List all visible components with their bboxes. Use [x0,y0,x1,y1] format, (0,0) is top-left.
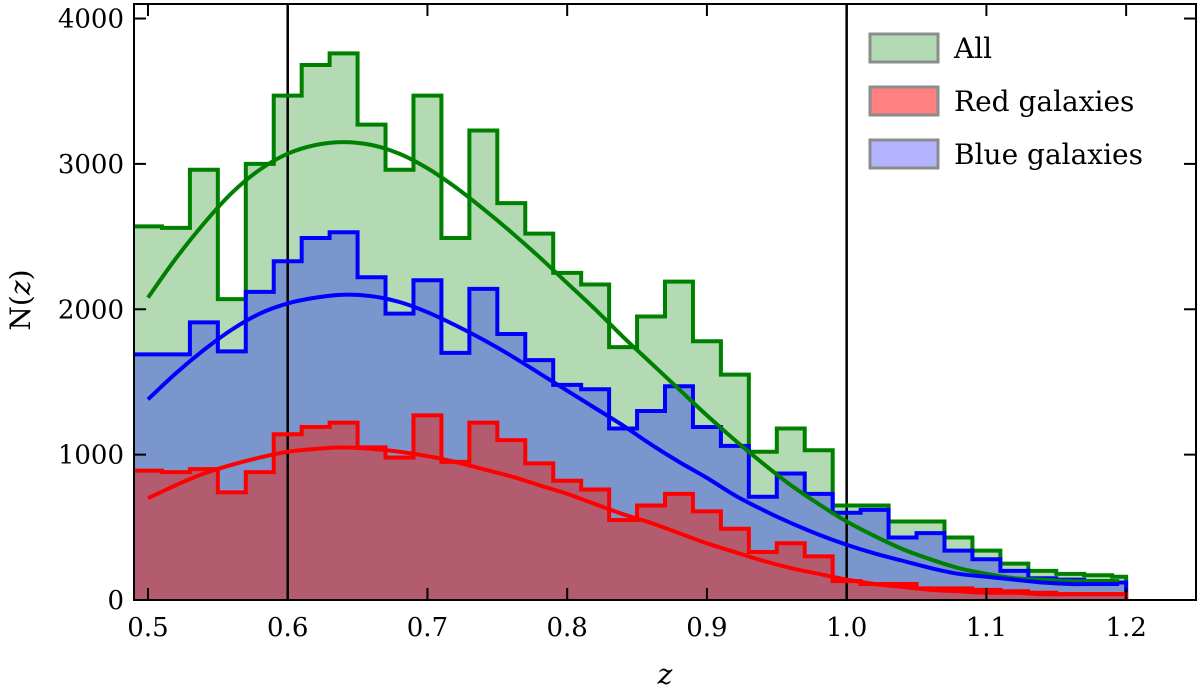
red-galaxies-legend-swatch [868,85,940,117]
x-tick-label: 1.2 [1105,613,1146,643]
y-axis-title-suffix: ) [4,269,37,280]
fit-curves [146,140,1120,597]
red-galaxies-bar [245,472,275,600]
x-tick-label: 0.9 [686,613,727,643]
histogram-steps [134,51,1129,600]
x-tick-label: 0.5 [127,613,168,643]
y-tick-label: 0 [107,586,124,616]
red-galaxies-bar [357,447,387,600]
red-galaxies-bar [1000,591,1029,600]
y-tick-label: 1000 [58,441,124,471]
y-axis-title-prefix: N( [4,295,37,330]
y-tick-label: 4000 [58,5,124,35]
blue-galaxies-fit-curve [146,292,1120,587]
y-axis-title-var: z [4,280,37,296]
axis-ticks [134,4,1196,601]
y-tick-label: 3000 [58,150,124,180]
tick-labels: 0.5 0.6 0.7 0.8 0.9 1.0 1.1 1.2 0 1000 2000 3000 400… [58,5,1147,643]
red-galaxies-bar [609,520,638,600]
red-galaxies-bar [134,470,163,600]
red-galaxies-bar [553,480,582,600]
red-galaxies-legend-label: Red galaxies [954,85,1134,118]
blue-galaxies-legend-label: Blue galaxies [954,138,1143,171]
red-galaxies-bar [860,584,890,600]
red-galaxies-bar [413,415,443,600]
all-legend-swatch [868,32,940,64]
red-galaxies-bar [1056,594,1085,600]
x-tick-label: 0.8 [547,613,588,643]
y-axis-title: N(z) [4,269,37,330]
x-tick-label: 1.0 [826,613,867,643]
red-galaxies-bar [720,528,750,600]
x-tick-label: 0.7 [407,613,448,643]
red-galaxies-bar [1084,594,1113,600]
red-galaxies-bar [692,511,722,600]
red-galaxies-fit-curve [147,445,1120,597]
red-galaxies-bar [161,472,191,600]
red-galaxies-bar [469,422,498,600]
red-galaxies-bar [665,493,694,600]
red-galaxies-bar [497,440,526,600]
x-axis-title: z [657,658,673,691]
x-tick-label: 1.1 [966,613,1007,643]
red-galaxies-bar [301,427,331,600]
all-fit-curve [146,140,1120,584]
red-galaxies-bar [944,588,974,600]
x-tick-label: 0.6 [267,613,308,643]
red-galaxies-bar [1112,594,1127,600]
blue-galaxies-histogram-outline [134,230,1129,600]
red-galaxies-bar [916,588,946,600]
red-galaxies-bar [385,457,415,600]
red-galaxies-bar [1028,592,1057,600]
red-galaxies-bar [804,556,834,600]
legend: All Red galaxies Blue galaxies [868,32,1143,171]
red-galaxies-bar [329,422,359,600]
blue-galaxies-legend-swatch [868,138,940,170]
all-histogram-outline [134,51,1129,600]
y-tick-label: 2000 [58,295,124,325]
all-legend-label: All [953,32,992,65]
red-galaxies-histogram-outline [134,413,1129,600]
plot-frame [133,3,1197,601]
red-galaxies-bar [441,461,470,600]
red-galaxies-bar [189,469,219,600]
red-galaxies-bar [217,492,247,600]
